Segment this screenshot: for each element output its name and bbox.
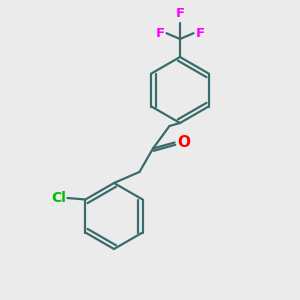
Text: F: F [195,27,204,40]
Text: F: F [156,27,165,40]
Text: O: O [178,135,190,150]
Text: Cl: Cl [51,191,66,205]
Text: F: F [176,7,184,20]
